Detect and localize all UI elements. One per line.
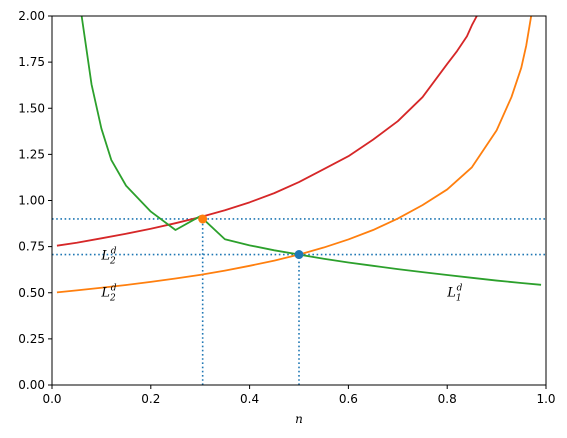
series-lines xyxy=(56,16,542,294)
series-line-2 xyxy=(80,16,542,286)
y-tick-label-3: 0.75 xyxy=(18,240,45,254)
curve-annotation-1: L2d xyxy=(100,283,116,303)
curve-annotation-0: L2d xyxy=(100,247,116,267)
x-tick-label-5: 1.0 xyxy=(536,392,555,406)
x-tick-label-3: 0.6 xyxy=(339,392,358,406)
y-tick-label-1: 0.25 xyxy=(18,332,45,346)
curve-annotation-2: L1d xyxy=(446,283,462,303)
y-tick-label-2: 0.50 xyxy=(18,286,45,300)
x-tick-label-4: 0.8 xyxy=(438,392,457,406)
y-tick-label-8: 2.00 xyxy=(18,9,45,23)
y-tick-label-0: 0.00 xyxy=(18,378,45,392)
intersection-points xyxy=(198,214,304,260)
intersection-point-1 xyxy=(294,250,304,260)
annotations: L2d L2d L1d xyxy=(100,247,462,304)
x-tick-label-2: 0.4 xyxy=(240,392,259,406)
x-tick-label-1: 0.2 xyxy=(141,392,160,406)
x-axis-label: n xyxy=(295,412,303,426)
series-line-0 xyxy=(56,16,478,247)
y-tick-label-5: 1.25 xyxy=(18,147,45,161)
intersection-point-0 xyxy=(198,214,208,224)
reference-lines xyxy=(52,218,546,385)
x-tick-label-0: 0.0 xyxy=(42,392,61,406)
axes: 0.0 0.2 0.4 0.6 0.8 1.0 0.00 0.25 0.50 0.75 1.00 1.… xyxy=(18,9,555,406)
series-line-1 xyxy=(56,16,533,294)
y-tick-label-6: 1.50 xyxy=(18,101,45,115)
y-tick-label-4: 1.00 xyxy=(18,194,45,208)
y-tick-label-7: 1.75 xyxy=(18,55,45,69)
